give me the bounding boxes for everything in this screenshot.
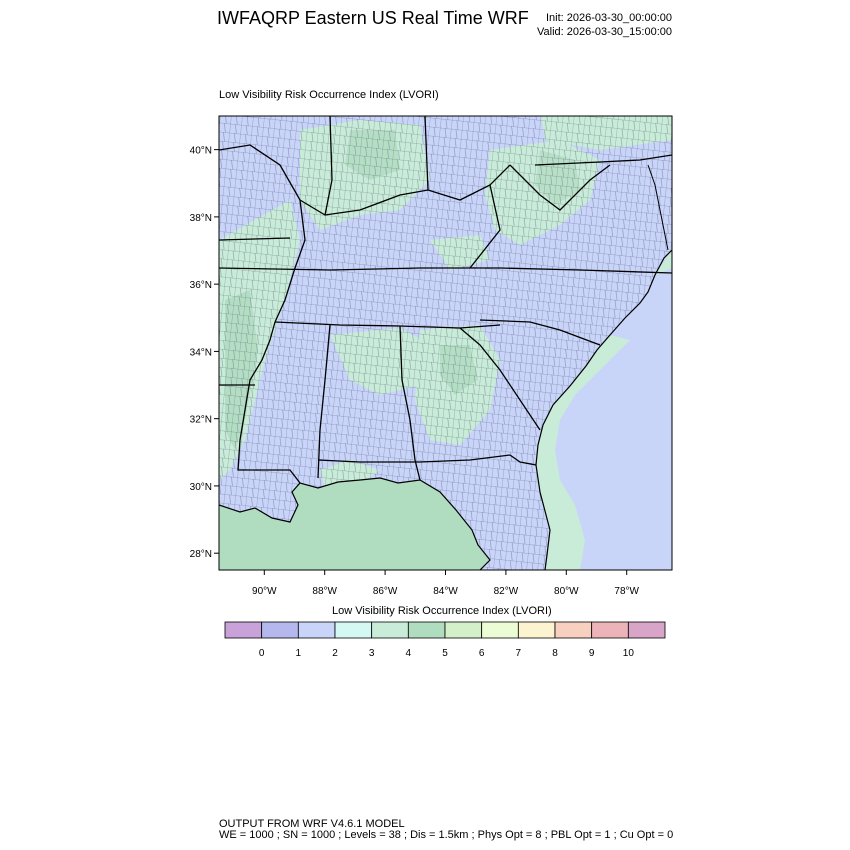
colorbar-box <box>334 621 373 639</box>
lon-tick-label: 82°W <box>494 586 519 597</box>
colorbar-label: 5 <box>442 648 448 659</box>
lat-tick-label: 30°N <box>190 482 212 493</box>
latitude-axis: 40°N 38°N 36°N 34°N 32°N 30°N 28°N <box>190 146 219 560</box>
lon-tick-label: 90°W <box>252 586 277 597</box>
lat-tick-label: 38°N <box>190 213 212 224</box>
footer-config: WE = 1000 ; SN = 1000 ; Levels = 38 ; Di… <box>219 829 674 841</box>
lon-tick-label: 80°W <box>554 586 579 597</box>
lon-tick-label: 78°W <box>614 586 639 597</box>
colorbar-label: 0 <box>259 648 265 659</box>
colorbar-box <box>224 621 263 639</box>
colorbar-label: 2 <box>332 648 338 659</box>
colorbar-label: 6 <box>479 648 485 659</box>
colorbar-label: 3 <box>369 648 375 659</box>
colorbar-box <box>591 621 629 639</box>
lat-tick-label: 32°N <box>190 415 212 426</box>
map-field-title: Low Visibility Risk Occurrence Index (LV… <box>219 89 439 101</box>
colorbar: 0 1 2 3 4 5 6 7 8 9 10 <box>224 621 666 659</box>
main-title: IWFAQRP Eastern US Real Time WRF <box>217 8 529 28</box>
colorbar-title: Low Visibility Risk Occurrence Index (LV… <box>332 605 552 617</box>
longitude-axis: 90°W 88°W 86°W 84°W 82°W 80°W 78°W <box>252 570 640 597</box>
colorbar-box <box>627 621 666 639</box>
colorbar-box <box>407 621 446 639</box>
lat-tick-label: 34°N <box>190 347 212 358</box>
lon-tick-label: 88°W <box>312 586 337 597</box>
init-time: Init: 2026-03-30_00:00:00 <box>546 12 672 24</box>
lat-tick-label: 36°N <box>190 280 212 291</box>
colorbar-label: 9 <box>589 648 595 659</box>
map-figure: 40°N 38°N 36°N 34°N 32°N 30°N 28°N 90°W 88°W 86°… <box>190 115 673 597</box>
colorbar-box <box>517 621 556 639</box>
map-area <box>219 116 672 570</box>
colorbar-label: 10 <box>623 648 635 659</box>
valid-time: Valid: 2026-03-30_15:00:00 <box>537 26 672 38</box>
footer-model: OUTPUT FROM WRF V4.6.1 MODEL <box>219 818 405 830</box>
colorbar-label: 4 <box>406 648 412 659</box>
colorbar-box <box>371 621 409 639</box>
colorbar-label: 1 <box>296 648 302 659</box>
colorbar-box <box>261 621 299 639</box>
colorbar-box <box>481 621 519 639</box>
lon-tick-label: 86°W <box>373 586 398 597</box>
lat-tick-label: 28°N <box>190 549 212 560</box>
colorbar-box <box>444 621 483 639</box>
lat-tick-label: 40°N <box>190 146 212 157</box>
lon-tick-label: 84°W <box>433 586 458 597</box>
colorbar-box <box>297 621 336 639</box>
colorbar-box <box>554 621 593 639</box>
colorbar-label: 8 <box>552 648 558 659</box>
colorbar-label: 7 <box>516 648 522 659</box>
